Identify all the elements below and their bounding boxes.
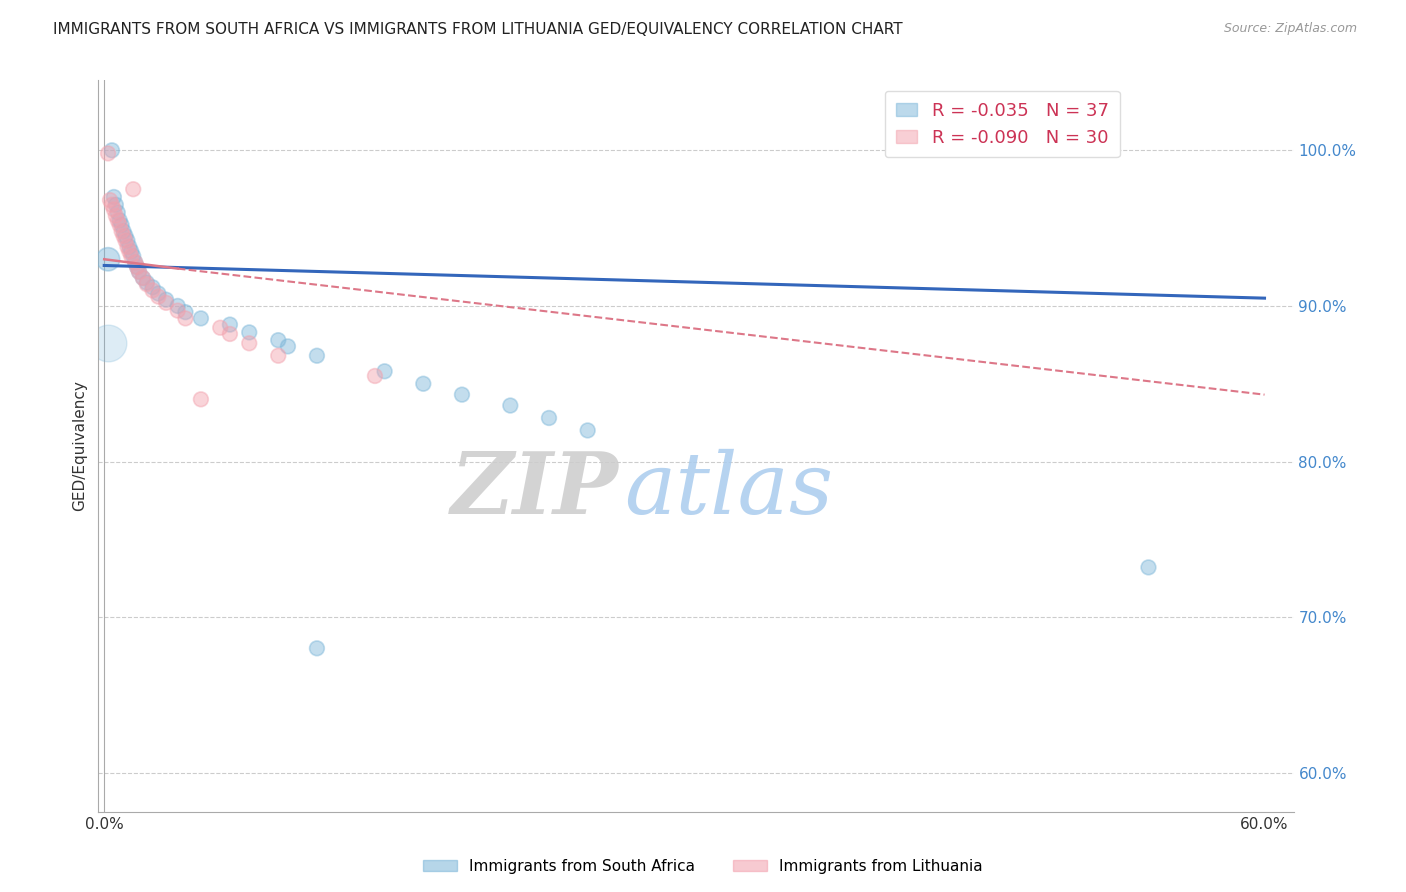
Point: [112, 224, 135, 238]
Legend: Immigrants from South Africa, Immigrants from Lithuania: Immigrants from South Africa, Immigrants…: [418, 853, 988, 880]
Point: [111, 218, 134, 232]
Point: [124, 255, 146, 269]
Legend: R = -0.035   N = 37, R = -0.090   N = 30: R = -0.035 N = 37, R = -0.090 N = 30: [884, 91, 1119, 158]
Point: [97, 336, 120, 351]
Text: ZIP: ZIP: [450, 448, 619, 532]
Point: [101, 144, 124, 158]
Point: [122, 249, 145, 263]
Point: [190, 392, 212, 407]
Point: [104, 198, 127, 212]
Point: [120, 244, 142, 259]
Point: [127, 260, 149, 274]
Point: [112, 228, 135, 243]
Text: IMMIGRANTS FROM SOUTH AFRICA VS IMMIGRANTS FROM LITHUANIA GED/EQUIVALENCY CORREL: IMMIGRANTS FROM SOUTH AFRICA VS IMMIGRAN…: [53, 22, 903, 37]
Point: [374, 364, 396, 378]
Point: [128, 265, 150, 279]
Point: [142, 280, 165, 294]
Point: [104, 209, 127, 223]
Point: [118, 244, 141, 259]
Point: [166, 299, 188, 313]
Point: [120, 249, 142, 263]
Point: [155, 293, 177, 307]
Point: [132, 271, 155, 285]
Point: [117, 234, 139, 248]
Point: [97, 252, 120, 267]
Point: [103, 190, 125, 204]
Point: [117, 240, 139, 254]
Point: [103, 202, 125, 217]
Point: [111, 224, 134, 238]
Point: [98, 193, 121, 207]
Point: [267, 349, 290, 363]
Point: [190, 311, 212, 326]
Point: [277, 339, 299, 353]
Point: [114, 228, 136, 243]
Point: [209, 320, 232, 334]
Point: [108, 218, 131, 232]
Text: atlas: atlas: [624, 449, 834, 532]
Point: [219, 326, 242, 341]
Point: [499, 399, 522, 413]
Point: [305, 349, 328, 363]
Point: [219, 318, 242, 332]
Point: [174, 311, 197, 326]
Point: [148, 290, 170, 304]
Point: [364, 368, 387, 383]
Point: [238, 326, 260, 340]
Point: [267, 333, 290, 347]
Point: [97, 146, 120, 161]
Point: [107, 205, 129, 219]
Point: [135, 276, 157, 290]
Point: [238, 336, 260, 351]
Point: [128, 265, 150, 279]
Point: [576, 424, 599, 438]
Point: [166, 303, 188, 318]
Point: [412, 376, 434, 391]
Point: [135, 277, 157, 292]
Point: [127, 260, 149, 274]
Point: [174, 305, 197, 319]
Point: [122, 182, 145, 196]
Point: [107, 213, 129, 227]
Point: [148, 286, 170, 301]
Point: [305, 641, 328, 656]
Point: [132, 271, 155, 285]
Text: Source: ZipAtlas.com: Source: ZipAtlas.com: [1223, 22, 1357, 36]
Point: [1137, 560, 1160, 574]
Point: [537, 411, 560, 425]
Point: [118, 240, 141, 254]
Y-axis label: GED/Equivalency: GED/Equivalency: [72, 381, 87, 511]
Point: [451, 387, 474, 401]
Point: [108, 213, 131, 227]
Point: [124, 255, 146, 269]
Point: [101, 198, 124, 212]
Point: [114, 234, 136, 248]
Point: [142, 284, 165, 298]
Point: [155, 295, 177, 310]
